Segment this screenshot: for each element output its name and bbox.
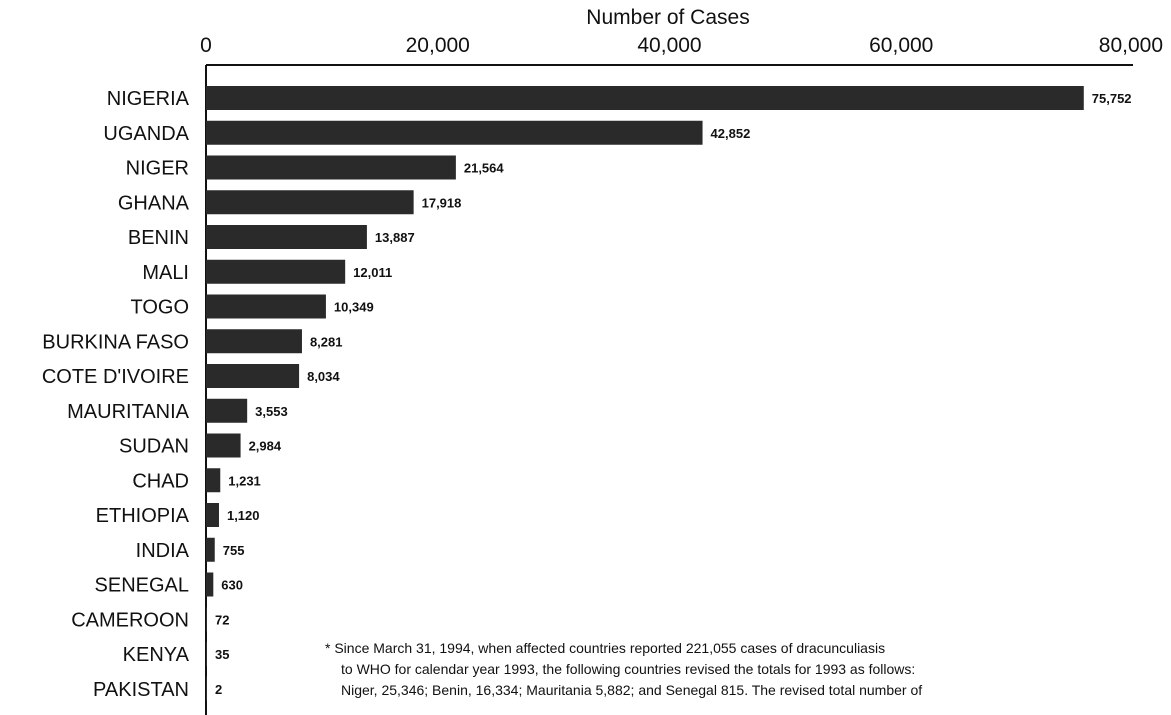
value-label: 755: [223, 543, 245, 558]
value-label: 8,281: [310, 334, 343, 349]
value-label: 72: [215, 612, 229, 627]
category-label: SUDAN: [119, 436, 189, 458]
bar: [206, 155, 456, 180]
category-label: KENYA: [123, 644, 190, 666]
bar: [206, 190, 414, 215]
category-label: CAMEROON: [71, 609, 189, 631]
category-label: PAKISTAN: [93, 679, 189, 701]
value-label: 2,984: [249, 439, 282, 454]
category-label: ETHIOPIA: [96, 505, 190, 527]
bar: [206, 503, 219, 527]
bar: [206, 398, 248, 423]
value-label: 630: [221, 578, 243, 593]
value-label: 21,564: [464, 161, 505, 176]
footnote-line: Niger, 25,346; Benin, 16,334; Mauritania…: [341, 682, 923, 698]
bars: [206, 86, 1084, 701]
category-label: SENEGAL: [95, 575, 189, 597]
value-label: 1,231: [228, 473, 261, 488]
x-axis-title: Number of Cases: [586, 6, 749, 29]
footnote-line: * Since March 31, 1994, when affected co…: [325, 640, 886, 656]
category-labels: NIGERIA UGANDA NIGER GHANA BENIN MALI TOGO BURK…: [42, 88, 190, 701]
category-label: TOGO: [130, 297, 189, 319]
category-label: CHAD: [132, 470, 189, 492]
value-label: 2: [215, 682, 222, 697]
bar: [206, 572, 214, 597]
category-label: NIGERIA: [107, 88, 190, 110]
x-tick-label: 40,000: [637, 34, 701, 57]
category-label: BENIN: [128, 227, 189, 249]
category-label: INDIA: [136, 540, 190, 562]
category-label: NIGER: [126, 158, 189, 180]
category-label: COTE D'IVOIRE: [42, 366, 189, 388]
bar: [206, 468, 221, 493]
category-label: GHANA: [118, 192, 190, 214]
footnote-line: to WHO for calendar year 1993, the follo…: [341, 661, 916, 677]
category-label: UGANDA: [103, 123, 189, 145]
bar: [206, 537, 215, 562]
bar: [206, 642, 207, 666]
value-label: 42,852: [711, 126, 751, 141]
value-label: 8,034: [307, 369, 340, 384]
bar: [206, 259, 346, 284]
category-label: MAURITANIA: [67, 401, 190, 423]
bar: [206, 364, 300, 388]
category-label: MALI: [142, 262, 189, 284]
category-label: BURKINA FASO: [42, 331, 189, 353]
x-tick-label: 80,000: [1099, 34, 1163, 57]
bar: [206, 120, 703, 145]
bar: [206, 294, 326, 319]
bar: [206, 676, 207, 701]
bar: [206, 225, 367, 249]
value-label: 1,120: [227, 508, 260, 523]
x-axis-ticks: 0 20,000 40,000 60,000 80,000: [200, 34, 1163, 57]
x-tick-label: 20,000: [406, 34, 470, 57]
value-label: 17,918: [422, 195, 462, 210]
x-tick-label: 0: [200, 34, 212, 57]
footnote: * Since March 31, 1994, when affected co…: [325, 638, 1165, 701]
bar: [206, 86, 1084, 110]
value-label: 10,349: [334, 300, 374, 315]
value-label: 75,752: [1092, 91, 1132, 106]
value-label: 35: [215, 647, 229, 662]
value-label: 12,011: [353, 265, 392, 280]
value-label: 3,553: [255, 404, 288, 419]
bar: [206, 329, 302, 354]
bar: [206, 433, 241, 458]
x-tick-label: 60,000: [869, 34, 933, 57]
bar: [206, 607, 207, 632]
value-label: 13,887: [375, 230, 415, 245]
value-labels: 75,752 42,852 21,564 17,918 13,887 12,011 10,3…: [215, 91, 1132, 697]
